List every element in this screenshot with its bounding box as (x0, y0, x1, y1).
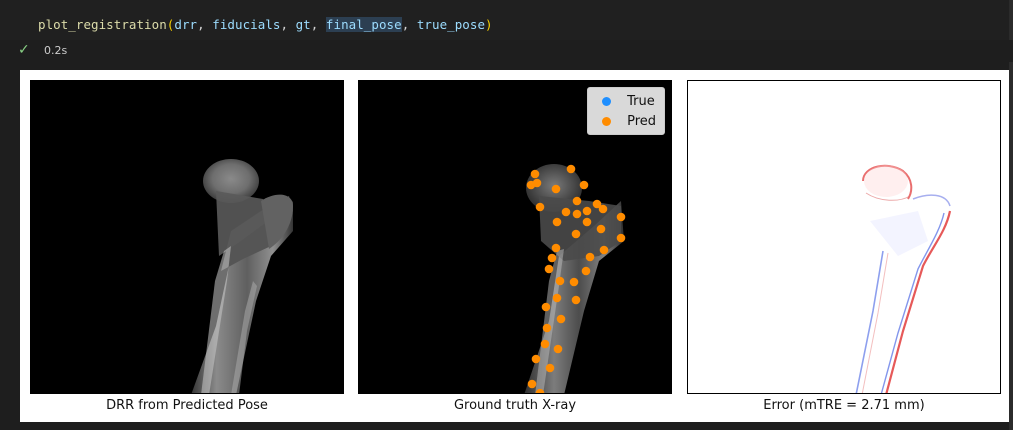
pred-fiducial-marker (552, 293, 562, 303)
pred-fiducial-marker (579, 180, 589, 190)
pred-fiducial-marker (598, 204, 608, 214)
pred-fiducial-marker (530, 169, 540, 179)
panel-title-error: Error (mTRE = 2.71 mm) (763, 398, 925, 413)
legend-item-pred: Pred (594, 111, 656, 131)
drr-image (30, 80, 344, 394)
pred-fiducial-marker (592, 199, 602, 209)
pred-fiducial-marker (566, 164, 576, 174)
pred-fiducial-marker (545, 363, 555, 373)
legend: True Pred (587, 87, 665, 135)
pred-fiducial-marker (555, 276, 565, 286)
legend-pred-marker (602, 116, 612, 126)
pred-fiducial-marker (569, 277, 579, 287)
pred-fiducial-marker (596, 224, 606, 234)
pred-fiducial-marker (585, 252, 595, 262)
code-arg-1: fiducials (212, 17, 281, 32)
legend-item-true: True (594, 91, 656, 111)
cell-output: True Pred DRR from Predicted Pose Ground… (20, 70, 1009, 422)
pred-fiducial-marker (540, 339, 550, 349)
pred-fiducial-marker (535, 202, 545, 212)
pred-fiducial-marker (553, 344, 563, 354)
pred-fiducial-marker (544, 264, 554, 274)
pred-fiducial-marker (571, 229, 581, 239)
legend-true-marker (602, 96, 612, 106)
pred-fiducial-marker (599, 245, 609, 255)
pred-fiducial-marker (531, 354, 541, 364)
code-function-name: plot_registration (38, 17, 167, 32)
pred-fiducial-marker (527, 379, 537, 389)
pred-fiducial-marker (551, 184, 561, 194)
pred-fiducial-marker (541, 302, 551, 312)
code-open-paren: ( (166, 17, 175, 32)
pred-fiducial-marker (616, 233, 626, 243)
pred-fiducial-marker (572, 209, 582, 219)
pred-fiducial-marker (556, 314, 566, 324)
legend-true-label: True (627, 93, 655, 109)
code-arg-2: gt (295, 17, 311, 32)
pred-fiducial-marker (581, 266, 591, 276)
code-arg-3: final_pose (325, 17, 402, 32)
cell-status-row: ✓ 0.2s (0, 40, 1013, 62)
code-close-paren: ) (485, 17, 493, 32)
code-line[interactable]: plot_registration(drr, fiducials, gt, fi… (38, 17, 493, 32)
pred-fiducial-marker (526, 180, 536, 190)
panel-title-xray: Ground truth X-ray (453, 398, 577, 413)
code-cell[interactable]: plot_registration(drr, fiducials, gt, fi… (0, 0, 1013, 40)
pred-fiducial-marker (547, 253, 557, 263)
code-arg-4: true_pose (416, 17, 486, 32)
pred-fiducial-marker (616, 212, 626, 222)
pred-fiducial-marker (551, 243, 561, 253)
xray-image: True Pred (358, 80, 672, 394)
legend-pred-label: Pred (627, 113, 656, 129)
scrollbar[interactable] (1009, 62, 1013, 430)
pred-fiducial-marker (542, 323, 552, 333)
check-icon: ✓ (18, 42, 30, 58)
error-map-image (687, 80, 1001, 394)
pred-fiducial-marker (552, 217, 562, 227)
pred-fiducial-marker (582, 206, 592, 216)
code-arg-0: drr (174, 17, 198, 32)
pred-fiducial-marker (571, 295, 581, 305)
pred-fiducial-marker (535, 388, 545, 393)
pred-fiducial-marker (582, 217, 592, 227)
pred-fiducials (526, 164, 626, 393)
panel-title-drr: DRR from Predicted Pose (106, 398, 268, 413)
execution-time: 0.2s (44, 44, 68, 57)
pred-fiducial-marker (572, 196, 582, 206)
pred-fiducial-marker (561, 207, 571, 217)
